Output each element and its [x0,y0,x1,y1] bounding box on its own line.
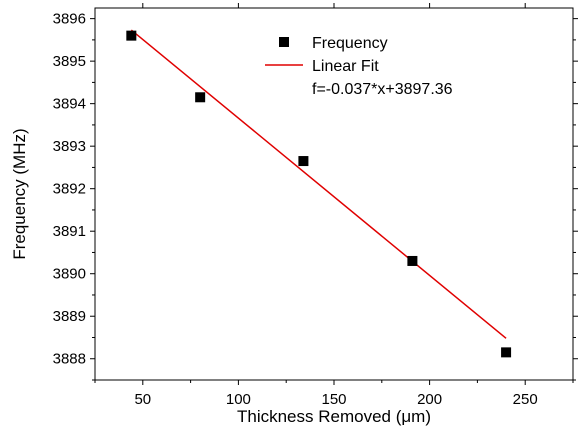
y-tick-label: 3890 [53,266,86,283]
x-tick-label: 250 [513,391,538,408]
y-tick-label: 3891 [53,223,86,240]
plot-content [126,29,512,358]
y-tick-label: 3892 [53,181,86,198]
x-tick-label: 200 [417,391,442,408]
linear-fit-line [130,29,507,339]
fit-equation-label: f=-0.037*x+3897.36 [312,81,453,98]
x-tick-label: 50 [134,391,151,408]
plot-frame [94,7,574,381]
y-axis-label: Frequency (MHz) [10,128,29,259]
y-tick-label: 3895 [53,53,86,70]
data-point [126,30,137,41]
y-tick-label: 3893 [53,138,86,155]
x-tick-label: 150 [321,391,346,408]
x-axis-label: Thickness Removed (μm) [237,407,431,426]
axis-tick-labels: 50 100 150 200 250 3888 3889 3890 3891 3892 3893 38… [53,11,538,408]
data-point [298,156,309,167]
y-tick-label: 3894 [53,96,86,113]
data-point [501,347,512,358]
y-tick-label: 3888 [53,351,86,368]
data-point [195,92,206,103]
legend-label-frequency: Frequency [312,35,388,52]
data-point [407,255,418,266]
y-tick-label: 3896 [53,11,86,28]
legend-label-linear-fit: Linear Fit [312,58,379,75]
y-tick-label: 3889 [53,308,86,325]
x-tick-label: 100 [226,391,251,408]
legend: Frequency Linear Fit f=-0.037*x+3897.36 [265,35,453,98]
legend-marker-frequency [279,37,289,47]
